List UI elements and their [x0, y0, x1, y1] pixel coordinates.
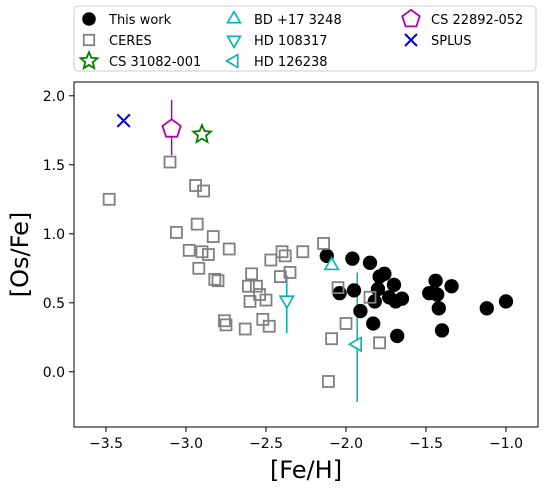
ceres-point [278, 249, 292, 263]
cs-31082-001-point [190, 122, 214, 144]
this-work-point [353, 303, 368, 319]
ceres-point [190, 217, 204, 231]
y-axis-label: [Os/Fe] [6, 212, 34, 297]
this-work-point [431, 301, 446, 316]
y-tick-label: 2.0 [43, 89, 65, 105]
ceres-point [219, 318, 233, 332]
legend-label-cs-22892-052: CS 22892-052 [431, 13, 523, 28]
legend-marker-hd-108317 [226, 35, 242, 50]
data-points [102, 113, 514, 388]
this-work-point [498, 294, 514, 309]
legend-label-cs-31082-001: CS 31082-001 [109, 55, 201, 70]
ceres-point [275, 245, 289, 259]
hd-108317-point [278, 295, 295, 310]
legend-marker-splus [404, 33, 418, 47]
x-tick-label: −2.5 [249, 436, 283, 452]
ceres-point [206, 230, 220, 243]
ceres-point [182, 243, 196, 257]
ceres-point [241, 279, 255, 293]
ceres-point [245, 267, 259, 281]
y-tick-label: 1.0 [43, 227, 65, 243]
ceres-point [273, 270, 287, 283]
bd-17-3248-point [323, 256, 340, 271]
y-tick-label: 1.5 [43, 158, 65, 174]
legend-marker-ceres [82, 33, 96, 47]
legend-marker-cs-22892-052 [401, 8, 421, 28]
ceres-point [317, 237, 331, 250]
ceres-point [243, 295, 257, 308]
this-work-point [386, 277, 402, 293]
legend-marker-this-work [82, 12, 96, 26]
y-axis: 0.0 0.5 1.0 1.5 2.0 [43, 89, 74, 381]
ceres-point [373, 336, 387, 350]
x-tick-label: −1.0 [489, 436, 523, 452]
this-work-point [390, 328, 405, 344]
legend-marker-hd-126238 [224, 53, 239, 69]
legend-marker-bd-17-3248 [226, 9, 242, 24]
splus-point [116, 113, 131, 128]
ceres-point [256, 312, 270, 326]
ceres-point [339, 317, 353, 330]
this-work-point [394, 291, 410, 306]
y-tick-label: 0.0 [43, 365, 65, 381]
ceres-point [238, 322, 252, 336]
this-work-point [366, 316, 381, 331]
legend: This work CERES CS 31082-001 BD +17 3248 HD … [73, 5, 537, 72]
ceres-point [222, 242, 236, 256]
ceres-point [217, 314, 231, 328]
hd-126238-point [347, 336, 362, 353]
legend-label-hd-126238: HD 126238 [254, 55, 328, 70]
ceres-point [259, 293, 273, 307]
legend-label-bd-17-3248: BD +17 3248 [254, 13, 342, 28]
ceres-point [283, 266, 297, 279]
this-work-point [362, 255, 378, 270]
plot-area [73, 81, 539, 428]
this-work-point [434, 323, 450, 338]
plot-frame [73, 81, 539, 428]
ceres-point [208, 272, 222, 286]
legend-label-ceres: CERES [109, 34, 152, 49]
ceres-point [163, 155, 177, 169]
ceres-point [169, 226, 183, 239]
this-work-point [430, 287, 445, 302]
x-axis-label: [Fe/H] [270, 456, 342, 484]
this-work-point [346, 283, 362, 298]
this-work-point [444, 279, 459, 294]
ceres-point [264, 253, 278, 267]
ceres-point [197, 184, 211, 198]
ceres-point [325, 332, 339, 346]
legend-label-this-work: This work [108, 13, 172, 28]
legend-box [73, 5, 537, 72]
ceres-point [321, 375, 335, 388]
x-tick-label: −2.0 [329, 436, 363, 452]
x-tick-label: −3.0 [169, 436, 203, 452]
legend-label-splus: SPLUS [431, 34, 471, 49]
x-tick-label: −1.5 [409, 436, 443, 452]
legend-marker-cs-31082-001 [78, 49, 100, 71]
ceres-point [262, 319, 276, 333]
ceres-point [192, 261, 206, 275]
this-work-point [428, 273, 443, 288]
y-tick-label: 0.5 [43, 296, 65, 312]
this-work-point [479, 301, 494, 316]
ceres-point [296, 245, 310, 259]
x-tick-label: −3.5 [89, 436, 123, 452]
ceres-point [363, 290, 377, 304]
ceres-point [331, 281, 345, 295]
ceres-point [102, 192, 116, 206]
ceres-point [211, 274, 225, 288]
this-work-point [377, 266, 392, 281]
this-work-point [345, 251, 360, 266]
ceres-point [249, 279, 263, 293]
ceres-point [201, 248, 215, 261]
x-axis: −3.5 −3.0 −2.5 −2.0 −1.5 −1.0 [89, 427, 523, 452]
cs-22892-052-point [161, 118, 182, 138]
legend-label-hd-108317: HD 108317 [254, 34, 328, 49]
